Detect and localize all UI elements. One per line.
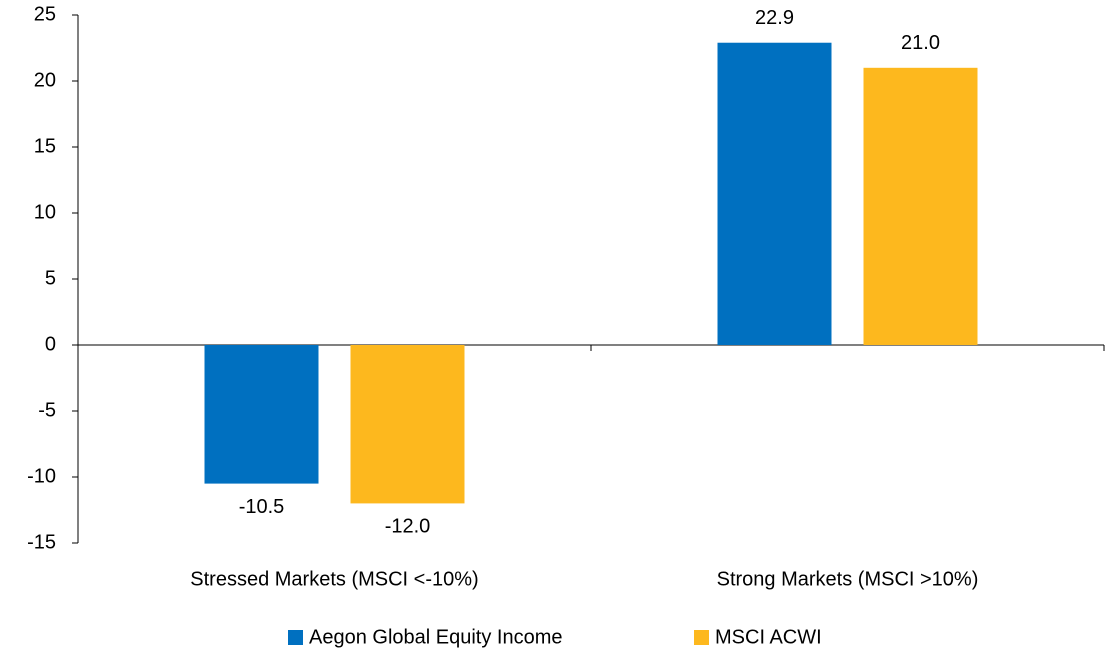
y-tick-label: 10 [34, 201, 56, 223]
y-tick-label: 20 [34, 69, 56, 91]
x-tick-label: Strong Markets (MSCI >10%) [717, 568, 979, 590]
bar [204, 345, 319, 484]
y-tick-label: 0 [45, 333, 56, 355]
y-tick-label: -5 [38, 399, 56, 421]
y-tick-label: -15 [27, 531, 56, 553]
y-tick-label: 25 [34, 3, 56, 25]
value-label: 22.9 [755, 7, 794, 29]
value-label: 21.0 [901, 32, 940, 54]
legend-swatch [288, 630, 303, 645]
bar [717, 42, 832, 345]
value-label: -12.0 [385, 516, 431, 538]
x-tick-label: Stressed Markets (MSCI <-10%) [190, 568, 478, 590]
y-tick-label: 5 [45, 267, 56, 289]
legend-label: Aegon Global Equity Income [309, 626, 563, 648]
legend-label: MSCI ACWI [715, 626, 822, 648]
y-tick-label: 15 [34, 135, 56, 157]
legend-swatch [694, 630, 709, 645]
value-label: -10.5 [239, 496, 285, 518]
bar [350, 345, 465, 504]
y-tick-label: -10 [27, 465, 56, 487]
bar [863, 67, 978, 346]
